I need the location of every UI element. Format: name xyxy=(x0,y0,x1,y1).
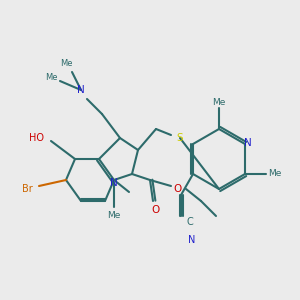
Text: N: N xyxy=(188,235,195,245)
Text: N: N xyxy=(244,137,252,148)
Text: N: N xyxy=(77,85,85,95)
Text: O: O xyxy=(173,184,181,194)
Text: S: S xyxy=(177,133,183,143)
Text: Me: Me xyxy=(107,212,121,220)
Text: HO: HO xyxy=(28,133,44,143)
Text: Me: Me xyxy=(60,58,72,68)
Text: Me: Me xyxy=(268,169,282,178)
Text: O: O xyxy=(152,205,160,215)
Text: Me: Me xyxy=(212,98,226,106)
Text: N: N xyxy=(110,178,118,188)
Text: C: C xyxy=(187,217,194,227)
Text: Me: Me xyxy=(45,74,57,82)
Text: Br: Br xyxy=(22,184,32,194)
